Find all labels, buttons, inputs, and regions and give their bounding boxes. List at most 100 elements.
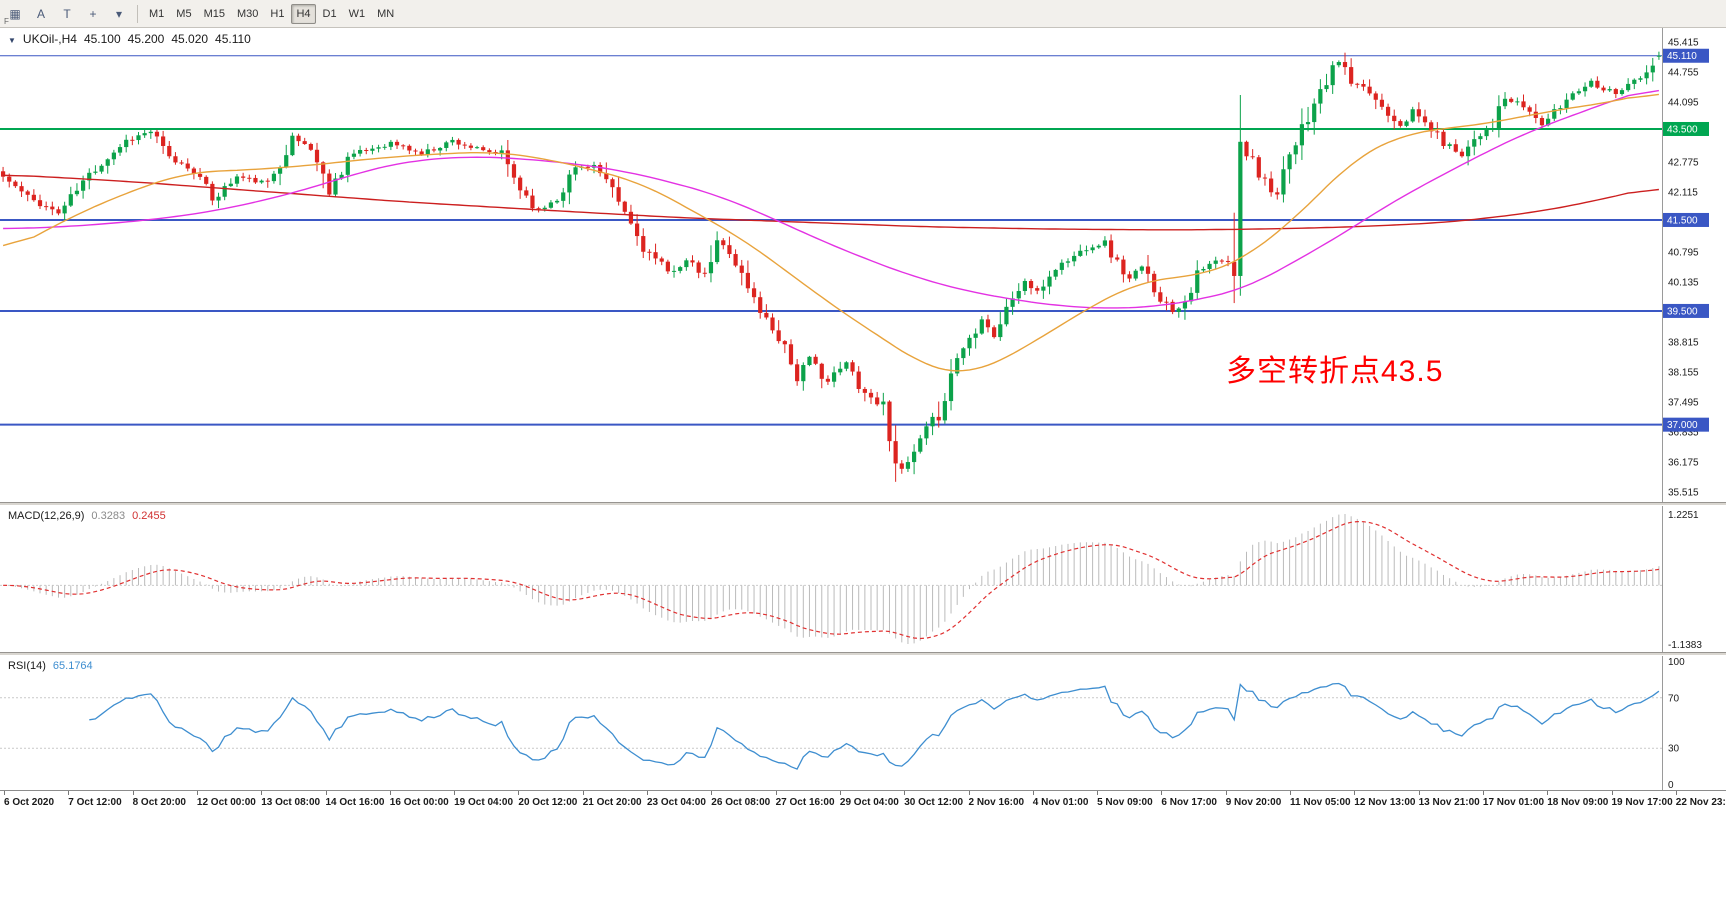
timeframe-button-m1[interactable]: M1 [149,7,165,20]
time-axis-label: 13 Oct 08:00 [261,797,321,808]
rsi-header: RSI(14) 65.1764 [8,660,100,672]
rsi-canvas[interactable]: 100 70 30 0 [0,656,1726,790]
chart-ohlc-header: ▼ UKOil-,H4 45.100 45.200 45.020 45.110 [8,32,258,46]
time-axis-label: 29 Oct 04:00 [839,797,899,808]
time-axis-tick [647,791,648,795]
templates-icon[interactable]: ▦ [9,6,21,21]
macd-scale-min: -1.1383 [1668,640,1702,651]
ohlc-close: 45.110 [215,32,251,46]
time-axis-label: 11 Nov 05:00 [1290,797,1351,808]
ma-mid-magenta [3,89,1660,309]
svg-text:41.500: 41.500 [1667,215,1698,226]
panel-divider[interactable] [0,652,1726,656]
price-axis-label: 37.495 [1668,398,1699,409]
time-axis-tick [1675,791,1677,795]
time-axis-label: 30 Oct 12:00 [904,797,964,808]
time-axis-label: 18 Nov 09:00 [1547,797,1609,808]
price-axis-label: 40.135 [1668,278,1699,289]
text-tool-button[interactable]: T [63,6,71,21]
time-axis-label: 9 Nov 20:00 [1225,797,1282,808]
rsi-label: RSI(14) [8,660,46,672]
timeframe-button-h1[interactable]: H1 [270,7,285,20]
time-axis-label: 23 Oct 04:00 [647,797,706,808]
timeframe-toolbar: M1 M5 M15 M30 H1 H4 D1 W1 MN [143,3,400,24]
time-axis-tick [839,791,841,795]
time-axis-label: 12 Nov 13:00 [1354,797,1416,808]
time-axis-label: 17 Nov 01:00 [1482,797,1545,808]
ma-slow-red [3,174,1659,231]
timeframe-button-h4[interactable]: H4 [291,3,316,24]
time-axis-tick [454,791,456,795]
symbol-dropdown-icon[interactable]: ▼ [8,36,16,45]
main-chart-panel: 45.415 44.755 44.095 42.775 42.115 40.795 40.1… [0,28,1726,502]
time-axis-label: 7 Oct 12:00 [68,797,122,808]
timeframe-button-m30[interactable]: M30 [236,7,259,20]
main-chart-canvas[interactable]: 45.415 44.755 44.095 42.775 42.115 40.795 40.1… [0,28,1726,502]
time-axis-label: 14 Oct 16:00 [325,797,385,808]
time-axis-label: 6 Oct 2020 [4,797,55,808]
crosshair-tool-button[interactable]: + [89,6,97,21]
rsi-scale-label: 30 [1668,744,1680,755]
panel-divider[interactable] [0,502,1726,506]
price-axis-label: 44.095 [1668,97,1699,108]
time-axis-label: 21 Oct 20:00 [582,797,642,808]
pivot-annotation-text: 多空转折点43.5 [1226,355,1444,388]
ma-fast-orange [2,93,1659,372]
timeframe-button-m5[interactable]: M5 [176,7,192,20]
macd-header: MACD(12,26,9) 0.3283 0.2455 [8,510,173,522]
svg-text:37.000: 37.000 [1667,420,1698,431]
rsi-scale-label: 100 [1668,657,1685,668]
time-axis-tick [1032,791,1034,795]
macd-histogram [8,514,1660,644]
time-axis-tick [775,791,777,795]
macd-signal-value: 0.2455 [132,510,166,522]
time-axis-tick [711,791,713,795]
time-axis-tick [1547,791,1549,795]
time-axis-tick [325,791,327,795]
timeframe-button-d1[interactable]: D1 [322,7,337,20]
time-axis-tick [196,791,198,795]
time-axis-label: 8 Oct 20:00 [132,797,186,808]
timeframe-button-w1[interactable]: W1 [348,7,366,20]
time-axis-tick [1354,791,1356,795]
time-axis-tick [1482,791,1484,795]
time-axis[interactable]: 6 Oct 2020 7 Oct 12:00 8 Oct 20:00 12 Oct 0… [0,790,1726,814]
rsi-value: 65.1764 [52,660,93,672]
price-axis-label: 36.835 [1668,428,1699,439]
time-axis-tick [1418,791,1420,795]
ohlc-high: 45.200 [127,32,165,46]
time-axis-tick [582,791,584,795]
time-axis-tick [1161,791,1163,795]
rsi-line [89,682,1660,770]
time-axis-label: 13 Nov 21:00 [1418,797,1480,808]
toolbar-tools: ▦ A T + ▾ [2,4,132,24]
price-axis-label: 42.115 [1668,187,1698,198]
time-axis-tick [389,791,391,795]
time-axis-tick [904,791,906,795]
candles-series [0,51,1662,482]
tools-dropdown-caret-icon[interactable]: ▾ [115,6,123,21]
cursor-tool-button[interactable]: A [36,6,45,21]
macd-canvas[interactable]: 1.2251 -1.1383 [0,506,1726,652]
macd-label: MACD(12,26,9) [8,510,85,522]
ohlc-open: 45.100 [83,32,121,46]
timeframe-button-mn[interactable]: MN [377,7,395,20]
macd-scale-max: 1.2251 [1668,510,1699,521]
price-axis-label: 40.795 [1668,248,1699,259]
time-axis-label: 27 Oct 16:00 [775,797,835,808]
timeframe-button-m15[interactable]: M15 [203,7,225,20]
time-axis-label: 16 Oct 00:00 [389,797,449,808]
time-axis-label: 6 Nov 17:00 [1161,797,1217,808]
price-axis-label: 44.755 [1668,67,1699,78]
price-line-badge [1663,48,1709,63]
time-axis-tick [1225,791,1227,795]
symbol-timeframe-label: UKOil-,H4 [22,32,77,46]
time-axis-label: 5 Nov 09:00 [1097,797,1153,808]
svg-text:39.500: 39.500 [1667,306,1698,317]
time-axis-tick [68,791,70,795]
price-axis-label: 35.515 [1668,488,1699,499]
dock-label: F [4,17,9,26]
toolbar-separator [137,4,138,23]
macd-signal-line [3,520,1659,640]
